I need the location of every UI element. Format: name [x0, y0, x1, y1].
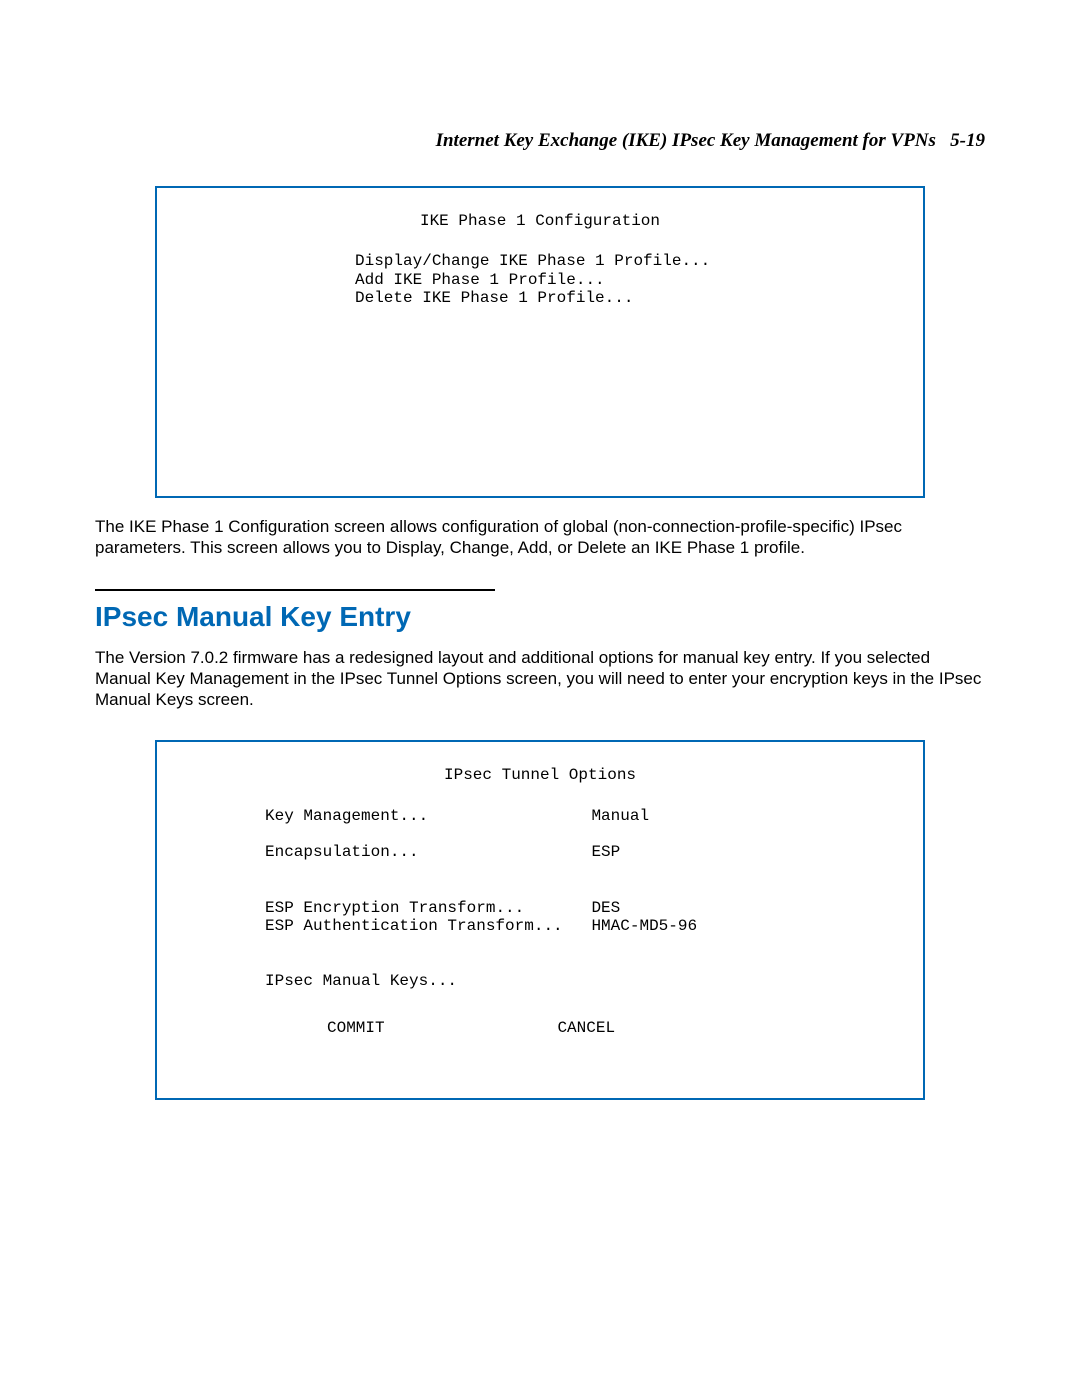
cancel-button[interactable]: CANCEL [557, 1019, 615, 1037]
terminal1-title: IKE Phase 1 Configuration [187, 212, 893, 230]
spacer [187, 991, 893, 1019]
terminal1-item-2[interactable]: Delete IKE Phase 1 Profile... [355, 289, 633, 307]
terminal1-menu: Display/Change IKE Phase 1 Profile... Ad… [355, 252, 893, 307]
commit-button[interactable]: COMMIT [327, 1019, 385, 1037]
document-page: Internet Key Exchange (IKE) IPsec Key Ma… [0, 0, 1080, 1397]
header-title: Internet Key Exchange (IKE) IPsec Key Ma… [436, 130, 936, 151]
paragraph-1: The IKE Phase 1 Configuration screen all… [95, 516, 985, 559]
ipsec-tunnel-terminal: IPsec Tunnel Options Key Management... M… [155, 740, 925, 1100]
header-page-ref: 5-19 [950, 130, 985, 151]
terminal1-item-1[interactable]: Add IKE Phase 1 Profile... [355, 271, 605, 289]
ike-phase1-terminal: IKE Phase 1 Configuration Display/Change… [155, 186, 925, 498]
terminal2-title: IPsec Tunnel Options [187, 766, 893, 784]
paragraph-2: The Version 7.0.2 firmware has a redesig… [95, 647, 985, 711]
terminal2-options: Key Management... Manual Encapsulation..… [265, 807, 893, 991]
terminal1-item-0[interactable]: Display/Change IKE Phase 1 Profile... [355, 252, 710, 270]
section-heading: IPsec Manual Key Entry [95, 601, 985, 633]
terminal2-buttons: COMMIT CANCEL [327, 1019, 893, 1037]
page-header: Internet Key Exchange (IKE) IPsec Key Ma… [95, 130, 985, 152]
section-rule [95, 589, 495, 591]
